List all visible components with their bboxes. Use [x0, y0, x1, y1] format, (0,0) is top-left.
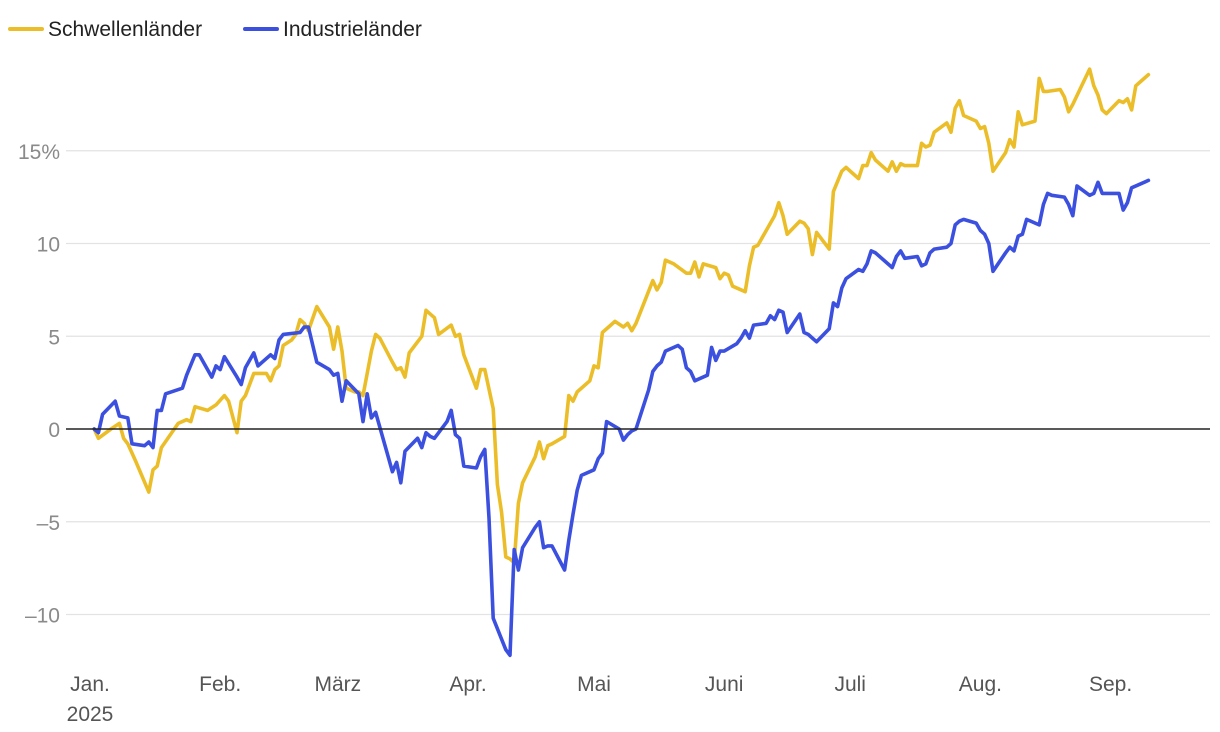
y-tick-label-3: 5 — [48, 326, 60, 349]
x-tick-label-2: März — [314, 673, 361, 696]
x-tick-label-4: Mai — [577, 673, 611, 696]
y-tick-label-5: 15% — [18, 141, 60, 164]
x-tick-label-6: Juli — [834, 673, 866, 696]
series-lines — [66, 67, 1210, 658]
x-tick-label-8: Sep. — [1089, 673, 1132, 696]
gridlines — [66, 150, 1210, 616]
x-tick-label-0: Jan. — [70, 673, 110, 696]
legend: Schwellenländer Industrieländer — [8, 18, 422, 41]
x-tick-label-3: Apr. — [449, 673, 486, 696]
y-axis-ticks: –10 –5 0 5 10 15% — [18, 141, 60, 628]
legend-label-0: Schwellenländer — [48, 18, 202, 41]
legend-label-1: Industrieländer — [283, 18, 422, 41]
x-tick-label-7: Aug. — [959, 673, 1002, 696]
y-tick-label-0: –10 — [25, 605, 60, 628]
legend-item-0[interactable]: Schwellenländer — [8, 18, 202, 41]
x-tick-label-1: Feb. — [199, 673, 241, 696]
x-tick-label-5: Juni — [705, 673, 744, 696]
y-tick-label-4: 10 — [37, 234, 60, 257]
x-axis-ticks: Jan. 2025 Feb. März Apr. Mai Juni Juli Aug. Sep. — [67, 673, 1133, 726]
x-tick-sublabel-0: 2025 — [67, 703, 114, 726]
legend-item-1[interactable]: Industrieländer — [243, 18, 422, 41]
series-line-0 — [92, 67, 1151, 565]
y-tick-label-2: 0 — [48, 419, 60, 442]
series-line-1 — [92, 178, 1151, 658]
y-tick-label-1: –5 — [37, 512, 60, 535]
